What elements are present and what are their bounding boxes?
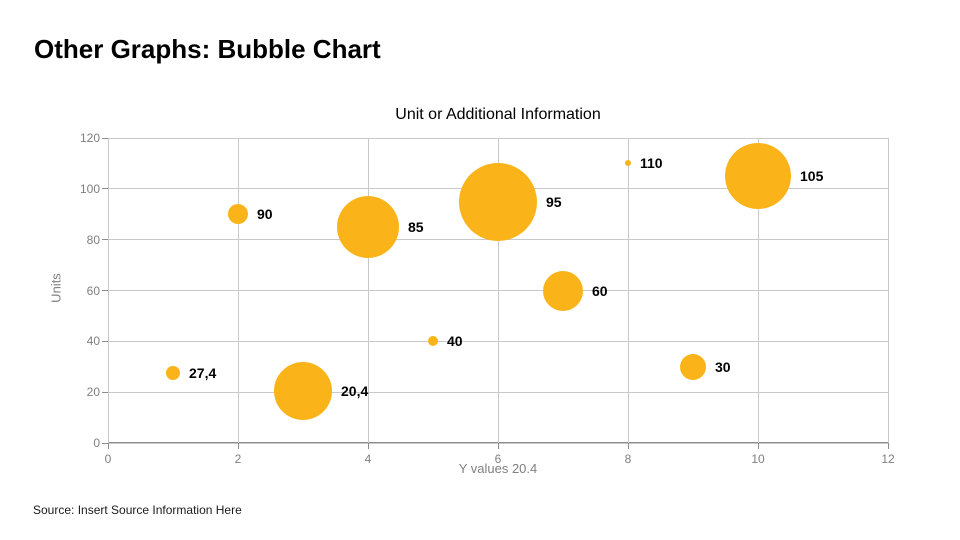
bubble (725, 143, 791, 210)
x-axis-title: Y values 20.4 (458, 461, 538, 476)
bubble (459, 162, 537, 241)
x-tick-label: 12 (881, 452, 895, 466)
x-tick-mark (497, 443, 499, 449)
gridline-vertical (627, 138, 629, 443)
y-tick-mark (102, 188, 108, 190)
source-note: Source: Insert Source Information Here (33, 503, 242, 517)
bubble (166, 366, 180, 381)
bubble (228, 204, 248, 225)
y-tick-mark (102, 442, 108, 444)
bubble-label: 90 (257, 206, 273, 223)
bubble-label: 40 (447, 333, 463, 350)
x-tick-mark (367, 443, 369, 449)
bubble (543, 270, 583, 311)
y-tick-label: 0 (93, 436, 100, 450)
bubble (625, 160, 631, 167)
bubble-label: 20,4 (341, 383, 369, 400)
y-tick-label: 80 (86, 232, 100, 247)
x-tick-mark (107, 443, 109, 449)
gridline-vertical (757, 138, 759, 443)
gridline-vertical (107, 138, 109, 443)
y-tick-mark (102, 391, 108, 393)
bubble (274, 362, 332, 421)
y-tick-label: 120 (79, 131, 100, 145)
gridline-vertical (237, 138, 239, 443)
x-tick-mark (757, 443, 759, 449)
y-tick-mark (102, 290, 108, 291)
gridline-vertical (367, 138, 369, 443)
y-tick-label: 40 (86, 334, 100, 349)
bubble-label: 110 (640, 155, 663, 172)
x-tick-label: 10 (751, 452, 765, 466)
bubble-label: 95 (546, 193, 562, 210)
bubble-label: 27,4 (189, 365, 217, 382)
x-tick-mark (627, 443, 629, 449)
gridline-vertical (497, 138, 499, 443)
y-tick-mark (102, 340, 108, 342)
x-tick-mark (237, 443, 239, 449)
x-tick-label: 6 (494, 452, 502, 466)
gridline-vertical (887, 138, 889, 443)
bubble (680, 353, 706, 380)
y-tick-label: 20 (86, 385, 100, 400)
x-tick-label: 0 (104, 452, 112, 466)
x-tick-label: 2 (234, 452, 242, 466)
bubble-label: 60 (592, 282, 608, 299)
bubble-label: 30 (715, 358, 731, 375)
plot-area: 0 20 40 60 80 100 120 0 2 4 6 8 10 12 27,4 90 20,4 85 40 95… (80, 131, 895, 466)
page-title: Other Graphs: Bubble Chart (34, 34, 381, 64)
chart-title: Unit or Additional Information (395, 106, 601, 123)
x-tick-mark (887, 443, 889, 449)
x-tick-label: 4 (364, 452, 372, 466)
bubble (428, 336, 438, 347)
y-tick-mark (102, 137, 108, 139)
bubble-label: 85 (408, 218, 424, 235)
x-tick-label: 8 (624, 452, 632, 466)
bubble-label: 105 (800, 168, 824, 185)
bubble (337, 195, 399, 258)
y-axis-title: Units (48, 273, 64, 303)
y-tick-label: 100 (79, 181, 100, 196)
y-tick-mark (102, 239, 108, 241)
y-tick-label: 60 (86, 283, 100, 298)
